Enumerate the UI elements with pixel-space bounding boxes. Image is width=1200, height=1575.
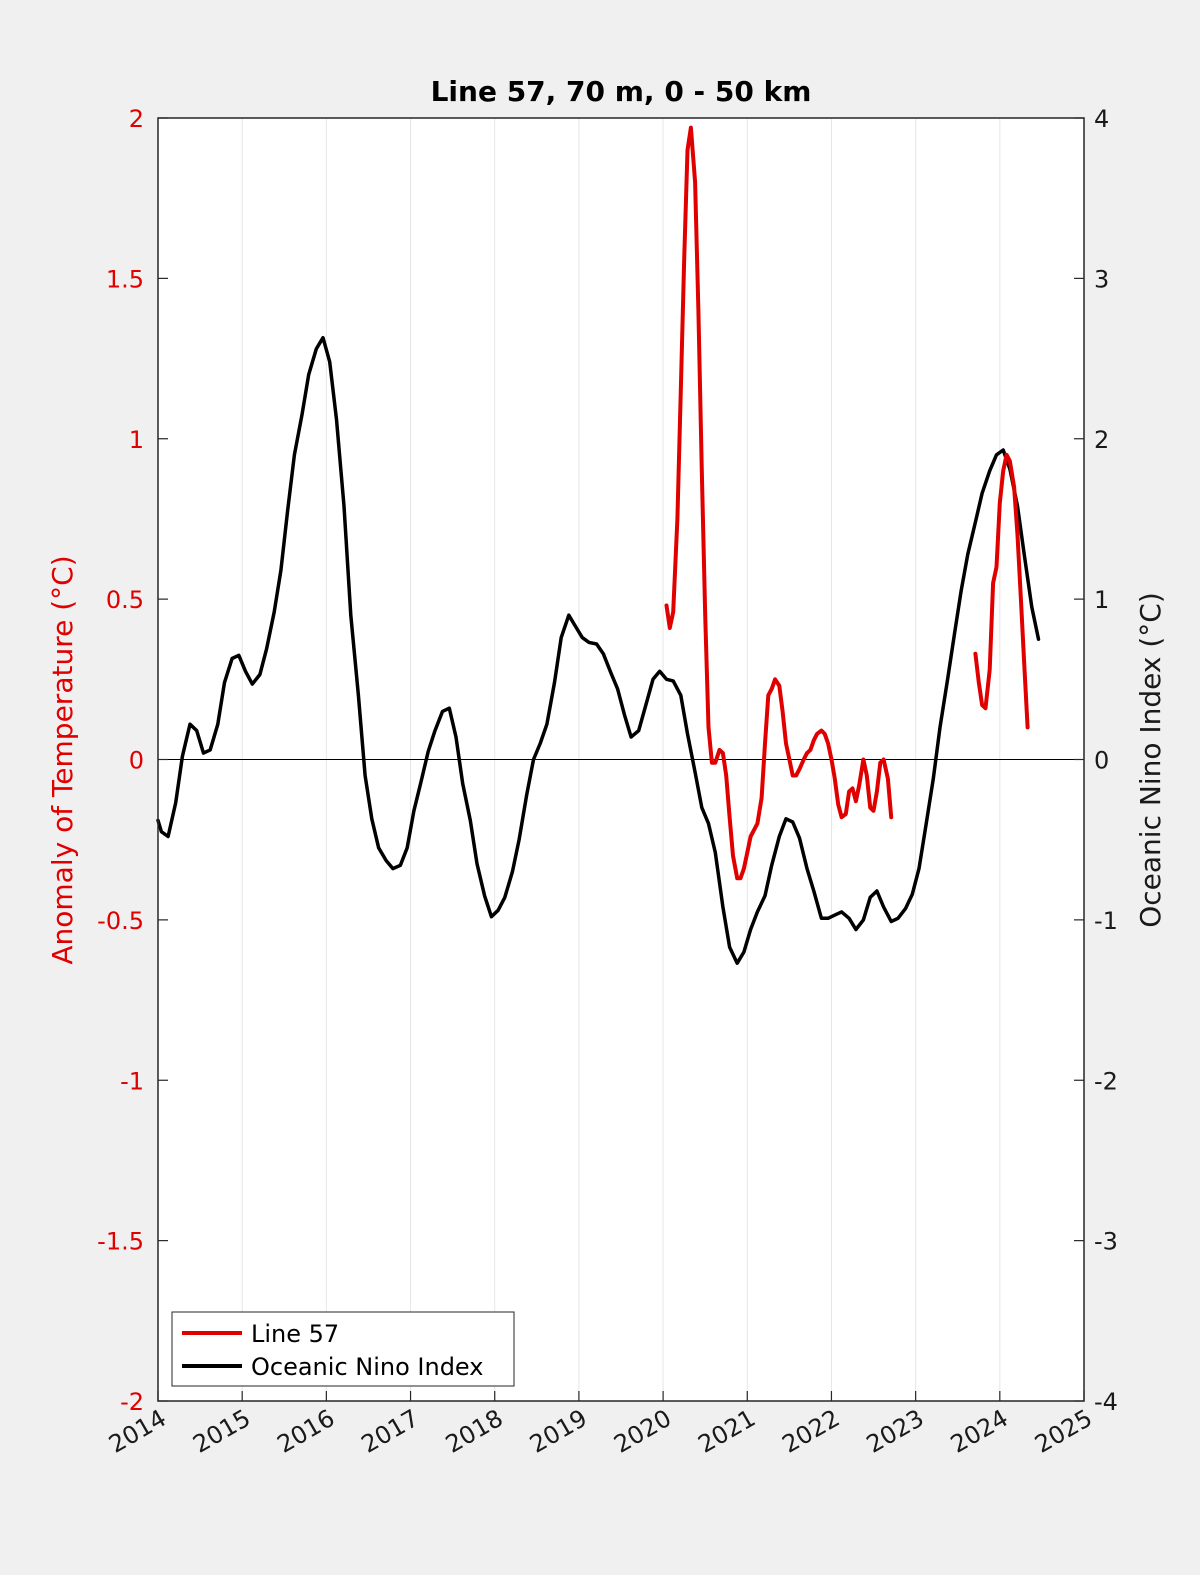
series-line-oni [156,335,1041,965]
y-left-tick-label: -1 [120,1067,144,1095]
series-layer [156,125,1041,965]
right-axis-ticks: -4 -3 -2 -1 0 1 2 3 4 [1074,105,1118,1416]
left-axis-ticks: -2 -1.5 -1 -0.5 0 0.5 1 1.5 2 [97,105,168,1416]
y-left-tick-label: 2 [129,105,144,133]
chart-title: Line 57, 70 m, 0 - 50 km [431,75,812,108]
series-line-line57-segment-1 [664,125,894,881]
y-right-tick-label: 3 [1094,265,1109,293]
y-right-tick-label: -1 [1094,907,1118,935]
y-right-tick-label: 4 [1094,105,1109,133]
y-right-tick-label: 2 [1094,426,1109,454]
legend: Line 57 Oceanic Nino Index [171,1311,515,1387]
y-axis-left-label: Anomaly of Temperature (°C) [46,555,79,964]
y-right-tick-label: -4 [1094,1388,1118,1416]
y-left-tick-label: -1.5 [97,1228,144,1256]
y-right-tick-label: -3 [1094,1228,1118,1256]
legend-label-line57: Line 57 [251,1320,339,1348]
y-right-tick-label: 1 [1094,586,1109,614]
series-line-line57-segment-2 [973,452,1030,730]
y-left-tick-label: -0.5 [97,907,144,935]
y-axis-right-label: Oceanic Nino Index (°C) [1134,592,1167,928]
y-right-tick-label: 0 [1094,747,1109,775]
y-left-tick-label: 0 [129,747,144,775]
y-right-tick-label: -2 [1094,1067,1118,1095]
y-left-tick-label: 1.5 [106,265,144,293]
y-left-tick-label: -2 [120,1388,144,1416]
legend-label-oni: Oceanic Nino Index [251,1353,483,1381]
y-left-tick-label: 0.5 [106,586,144,614]
legend-box [171,1311,515,1387]
y-left-tick-label: 1 [129,426,144,454]
